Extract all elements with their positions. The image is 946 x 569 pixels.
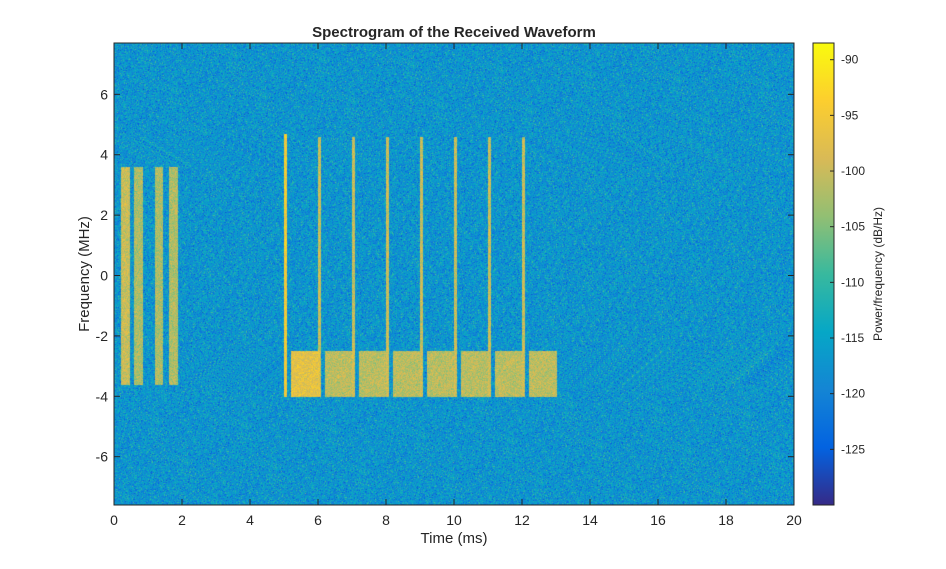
chart-title: Spectrogram of the Received Waveform: [312, 24, 596, 41]
colorbar-tick-label: -115: [841, 331, 864, 345]
colorbar: [812, 42, 835, 506]
x-tick-label: 8: [382, 512, 390, 528]
x-tick-label: 4: [246, 512, 254, 528]
y-tick-label: 6: [100, 86, 108, 102]
colorbar-tick-label: -105: [841, 220, 865, 234]
x-tick-label: 12: [514, 512, 530, 528]
x-tick-label: 14: [582, 512, 598, 528]
colorbar-tick-label: -120: [841, 387, 865, 401]
colorbar-tick-label: -95: [841, 108, 859, 122]
x-tick-label: 16: [650, 512, 666, 528]
x-tick-label: 2: [178, 512, 186, 528]
colorbar-tick-label: -110: [841, 275, 864, 289]
x-axis-label: Time (ms): [421, 530, 488, 547]
y-tick-label: 4: [100, 147, 108, 163]
y-tick-label: -4: [96, 388, 109, 404]
x-tick-label: 18: [718, 512, 734, 528]
x-tick-label: 0: [110, 512, 118, 528]
y-tick-label: -6: [96, 449, 109, 465]
spectrogram-image: [114, 43, 794, 505]
colorbar-ticks: -90 -95 -100 -105 -110 -115 -120 -125: [830, 53, 865, 456]
x-tick-label: 6: [314, 512, 322, 528]
y-tick-label: 2: [100, 207, 108, 223]
y-tick-label: 0: [100, 268, 108, 284]
x-tick-label: 10: [446, 512, 462, 528]
x-tick-label: 20: [786, 512, 802, 528]
colorbar-label: Power/frequency (dB/Hz): [871, 207, 885, 341]
y-tick-label: -2: [96, 328, 109, 344]
y-axis-label: Frequency (MHz): [76, 216, 93, 332]
plot-area-frame: [113, 42, 795, 506]
x-axis-ticks: 0 2 4 6 8 10 12 14 16 18 20: [110, 43, 802, 528]
colorbar-tick-label: -90: [841, 53, 859, 67]
y-axis-ticks: -6 -4 -2 0 2 4 6: [96, 86, 794, 465]
colorbar-tick-label: -100: [841, 164, 865, 178]
colorbar-tick-label: -125: [841, 442, 865, 456]
